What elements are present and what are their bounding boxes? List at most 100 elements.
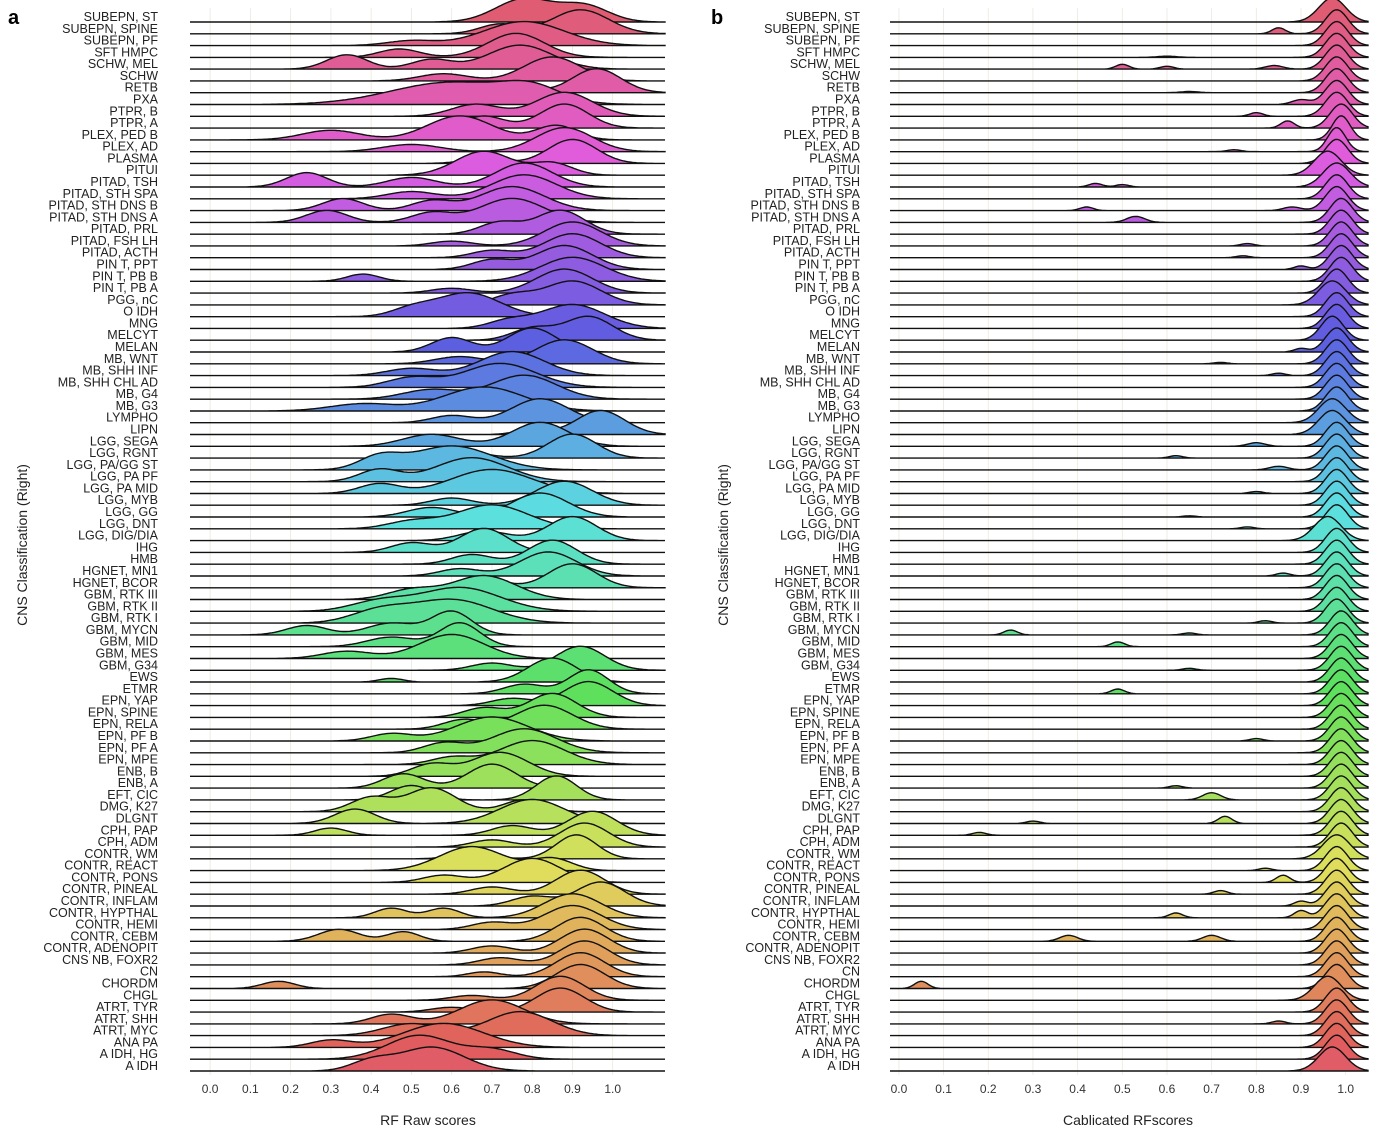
category-label: ATRT, MYC (795, 1024, 860, 1038)
category-label: ENB, B (819, 764, 860, 778)
category-label: PTPR, B (811, 104, 860, 118)
category-label: SCHW (822, 69, 860, 83)
ridge-pin-t-pb-b (890, 256, 1369, 282)
category-label: CONTR, INFLAM (61, 894, 158, 908)
ridge-gbm-g34 (890, 645, 1369, 671)
ridge-ptpr-b (890, 91, 1369, 117)
category-label: EPN, SPINE (790, 705, 860, 719)
ridge-plex-ad (190, 127, 666, 153)
ridge-atrt-shh (190, 999, 665, 1025)
category-label: PITUI (126, 163, 158, 177)
x-tick-label: 0.5 (403, 1082, 420, 1096)
ridge-lgg-myb (890, 480, 1369, 506)
ridge-gbm-mid (890, 621, 1369, 648)
ridge-epn-rela (890, 704, 1369, 730)
panel-a-y-axis-title: CNS Classification (Right) (14, 464, 30, 626)
category-label: PITAD, ACTH (82, 246, 158, 260)
x-tick-label: 0.6 (443, 1082, 460, 1096)
category-label: EWS (130, 670, 158, 684)
category-label: PTPR, A (812, 116, 861, 130)
category-label: DLGNT (116, 811, 159, 825)
ridge-mb-wnt (890, 339, 1369, 365)
category-label: PGG, nC (809, 293, 860, 307)
category-label: PIN T, PB A (795, 281, 861, 295)
category-label: CPH, PAP (803, 823, 860, 837)
category-label: EPN, RELA (93, 717, 159, 731)
ridge-atrt-tyr (890, 987, 1369, 1013)
category-label: PIN T, PPT (798, 258, 860, 272)
ridge-gbm-mycn (890, 610, 1369, 636)
category-label: ENB, A (820, 776, 861, 790)
panel-a-ridges (190, 0, 666, 1072)
category-label: CONTR, PINEAL (764, 882, 860, 896)
ridge-lgg-gg (190, 492, 665, 518)
category-label: CPH, ADM (800, 835, 860, 849)
category-label: MB, G4 (116, 387, 158, 401)
ridge-pitad-fsh-lh (890, 221, 1369, 247)
category-label: MELCYT (809, 328, 860, 342)
category-label: ANA PA (816, 1035, 861, 1049)
ridge-subepn-pf (890, 20, 1369, 47)
category-label: SCHW (120, 69, 158, 83)
x-tick-label: 0.7 (484, 1082, 501, 1096)
category-label: HGNET, BCOR (73, 576, 158, 590)
ridge-contr-react (890, 845, 1369, 872)
category-label: PITAD, STH DNS A (49, 210, 158, 224)
ridge-enb-b (190, 751, 665, 777)
x-tick-label: 0.3 (323, 1082, 340, 1096)
category-label: EPN, PF B (800, 729, 860, 743)
category-label: PXA (133, 93, 159, 107)
category-label: CPH, PAP (101, 823, 158, 837)
ridge-mb-shh-inf (190, 350, 665, 377)
ridge-epn-pf-a (890, 728, 1369, 754)
category-label: EPN, PF A (800, 741, 860, 755)
category-label: MB, WNT (806, 352, 861, 366)
category-label: LGG, RGNT (89, 446, 158, 460)
category-label: EFT, CIC (809, 788, 860, 802)
ridge-retb (890, 67, 1369, 94)
category-label: CNS NB, FOXR2 (62, 953, 158, 967)
category-label: CPH, ADM (98, 835, 158, 849)
ridge-schw-mel (890, 44, 1369, 70)
category-label: IHG (136, 540, 158, 554)
category-label: CHGL (825, 988, 860, 1002)
category-label: HMB (130, 552, 158, 566)
category-label: LYMPHO (106, 411, 158, 425)
ridge-lipn (890, 409, 1369, 436)
category-label: PXA (835, 93, 861, 107)
category-label: LGG, DIG/DIA (780, 529, 861, 543)
ridge-ews (890, 657, 1369, 683)
category-label: SCHW, MEL (88, 57, 158, 71)
category-label: EPN, YAP (803, 694, 860, 708)
category-label: GBM, MYCN (86, 623, 158, 637)
category-label: PIN T, PPT (96, 258, 158, 272)
category-label: DMG, K27 (100, 800, 158, 814)
x-tick-label: 1.0 (604, 1082, 621, 1096)
category-label: DLGNT (818, 811, 861, 825)
ridge-gbm-rtk-iii (190, 574, 665, 601)
ridge-contr-inflam (190, 881, 666, 907)
ridge-etmr (890, 669, 1369, 695)
ridge-pitad-prl (190, 209, 665, 235)
category-label: PIN T, PB A (93, 281, 159, 295)
category-label: A IDH, HG (802, 1047, 860, 1061)
ridge-lgg-sega (890, 421, 1369, 447)
ridge-epn-mpe (190, 739, 666, 766)
ridge-atrt-tyr (190, 987, 665, 1013)
ridge-cph-pap (890, 810, 1369, 836)
panel-b-y-axis-title: CNS Classification (Right) (715, 464, 731, 626)
category-label: CONTR, REACT (766, 859, 860, 873)
category-label: CONTR, PONS (71, 870, 158, 884)
category-label: EPN, YAP (101, 694, 158, 708)
category-label: PITAD, FSH LH (773, 234, 860, 248)
category-label: LGG, RGNT (791, 446, 860, 460)
category-label: ATRT, SHH (95, 1012, 158, 1026)
category-label: SUBEPN, SPINE (764, 22, 860, 36)
ridge-mb-g4 (190, 374, 665, 400)
category-label: LGG, DNT (801, 517, 860, 531)
ridge-contr-cebm (890, 916, 1369, 942)
category-label: LGG, GG (105, 505, 158, 519)
